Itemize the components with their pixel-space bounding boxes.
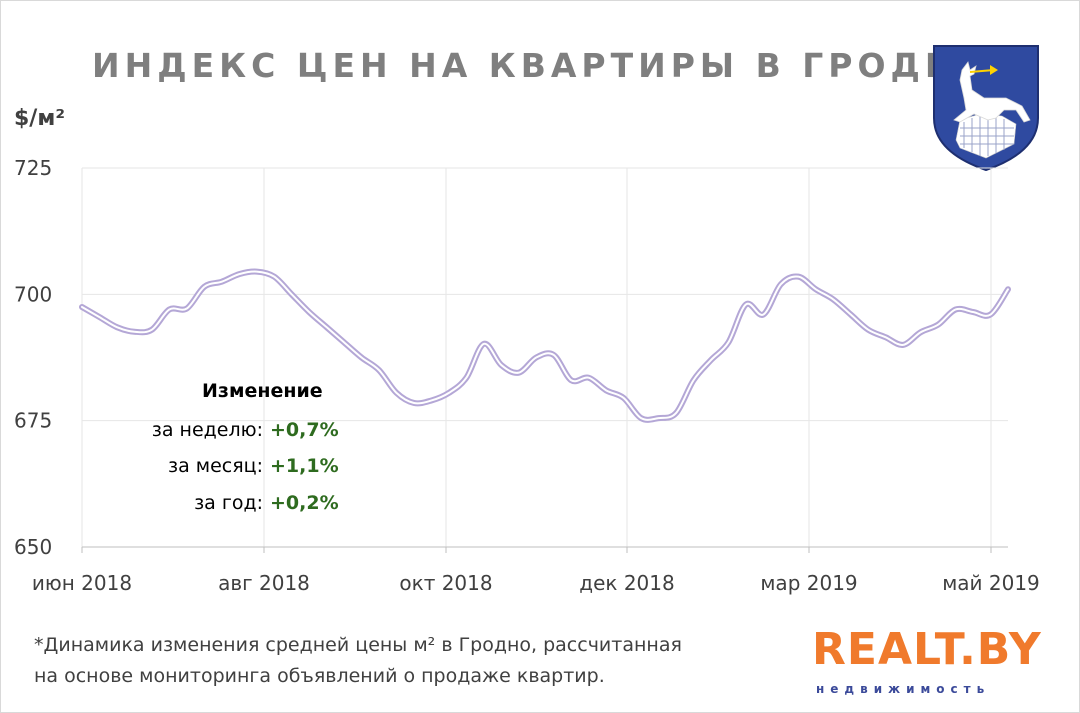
x-tick-label: окт 2018 [399,571,492,595]
change-header: Изменение [202,380,323,402]
y-tick-label: 675 [14,409,52,433]
change-row-label: за неделю: [151,419,263,441]
y-tick-label: 650 [14,535,52,559]
brand-name: REALT.BY [812,624,1042,675]
change-row-label: за год: [194,492,263,514]
realt-logo[interactable]: REALT.BY недвижимость [812,624,1041,704]
change-row-label: за месяц: [167,455,263,477]
y-axis-unit-label: $/м² [14,106,65,131]
x-tick-label: июн 2018 [32,571,132,595]
y-tick-label: 700 [14,282,52,306]
brand-tagline: недвижимость [816,682,991,696]
series-line [81,270,1009,421]
x-tick-label: дек 2018 [579,571,674,595]
x-tick-label: мар 2019 [760,571,857,595]
footnote-line-1: *Динамика изменения средней цены м² в Гр… [34,634,682,656]
grodno-coat-of-arms-icon [933,45,1039,172]
x-tick-label: авг 2018 [218,571,310,595]
change-row-value: +0,2% [270,492,339,514]
x-tick-label: май 2019 [942,571,1040,595]
y-tick-label: 725 [14,156,52,180]
change-row-value: +0,7% [270,419,339,441]
footnote-line-2: на основе мониторинга объявлений о прода… [34,665,605,687]
change-row-value: +1,1% [270,455,339,477]
footnote: *Динамика изменения средней цены м² в Гр… [34,630,682,692]
chart-title: ИНДЕКС ЦЕН НА КВАРТИРЫ В ГРОДНО [92,46,991,85]
